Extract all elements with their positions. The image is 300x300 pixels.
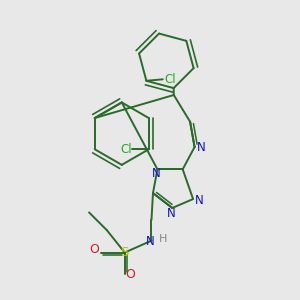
Text: Cl: Cl — [164, 73, 176, 86]
Text: N: N — [197, 140, 206, 154]
Text: N: N — [195, 194, 204, 207]
Text: S: S — [121, 246, 129, 259]
Text: N: N — [167, 207, 175, 220]
Text: O: O — [89, 243, 99, 256]
Text: N: N — [146, 235, 154, 248]
Text: O: O — [126, 268, 136, 281]
Text: Cl: Cl — [120, 143, 132, 156]
Text: N: N — [152, 167, 160, 180]
Text: H: H — [159, 234, 167, 244]
